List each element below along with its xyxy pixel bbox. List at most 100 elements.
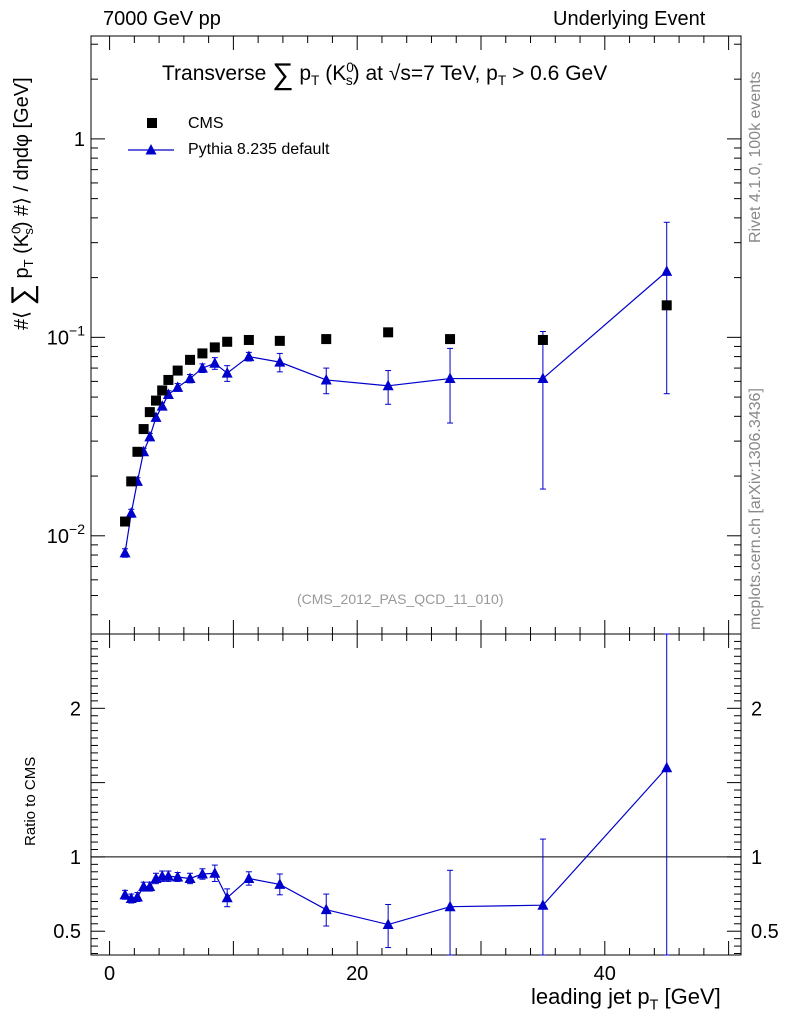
cms-point xyxy=(197,348,208,359)
y-axis-label-ratio: Ratio to CMS xyxy=(22,756,39,846)
pythia-ratio-point xyxy=(444,900,456,912)
y-label-k: (K xyxy=(11,233,33,254)
side-label-bottom: mcplots.cern.ch [arXiv:1306.3436] xyxy=(747,388,764,630)
pythia-main-point xyxy=(209,357,221,368)
title-particle: (K xyxy=(325,62,347,85)
cms-point xyxy=(321,334,332,345)
cms-point xyxy=(144,407,155,418)
y-tick-label-ratio-right: 0.5 xyxy=(751,921,779,943)
cms-point xyxy=(172,365,183,376)
pythia-main-point xyxy=(382,379,394,391)
x-axis-label: leading jet pT [GeV] xyxy=(531,984,721,1013)
title-cut: > 0.6 GeV xyxy=(512,62,608,85)
y-tick-label-ratio-right: 1 xyxy=(751,847,762,869)
x-label-sub: T xyxy=(649,997,659,1014)
y-label-k-sub: s xyxy=(21,228,36,235)
header-right: Underlying Event xyxy=(553,8,706,30)
title-prefix: Transverse xyxy=(162,62,267,85)
pythia-main-point xyxy=(144,430,156,442)
pythia-ratio-point xyxy=(243,872,255,883)
cms-point xyxy=(445,334,456,345)
cms-point xyxy=(126,476,137,487)
y-tick-label-main: 10−2 xyxy=(47,521,85,548)
axis-ticks xyxy=(91,36,741,955)
pythia-ratio-point xyxy=(162,870,174,881)
pythia-ratio-point xyxy=(209,867,221,878)
pythia-main-point xyxy=(162,388,174,400)
pythia-ratio-point xyxy=(382,918,394,930)
x-label-unit: [GeV] xyxy=(664,984,721,1009)
y-label-p: p xyxy=(11,267,33,279)
reference-label: (CMS_2012_PAS_QCD_11_010) xyxy=(297,591,504,607)
y-tick-label-ratio: 0.5 xyxy=(53,921,81,943)
cms-point xyxy=(209,342,220,353)
cms-series-main xyxy=(120,300,672,527)
x-label-main: leading jet p xyxy=(531,984,650,1009)
side-label-top: Rivet 4.1.0, 100k events xyxy=(747,71,764,243)
title-sum-symbol: ∑ xyxy=(272,58,294,91)
cms-point xyxy=(132,446,143,457)
pythia-series-main xyxy=(119,221,673,558)
axis-tick-labels: 0 20 40 10−2 10−1 1 0.5 0.5 1 1 2 2 xyxy=(47,129,779,985)
y-tick-label-ratio: 1 xyxy=(70,847,81,869)
legend xyxy=(128,118,174,155)
pythia-ratio-point xyxy=(184,872,196,883)
title-energy-sub: T xyxy=(497,73,507,89)
pythia-series-ratio xyxy=(119,633,673,956)
pythia-ratio-point xyxy=(320,903,332,915)
pythia-main-point xyxy=(537,372,549,384)
pythia-ratio-point xyxy=(144,880,156,892)
y-label-rest: ) #⟩ / dηdφ [GeV] xyxy=(11,77,33,229)
x-tick-label: 40 xyxy=(594,963,616,985)
pythia-ratio-point xyxy=(661,761,673,773)
title-p: p xyxy=(299,62,312,85)
pythia-main-point xyxy=(243,350,255,362)
cms-point xyxy=(537,334,548,345)
cms-point xyxy=(157,385,168,396)
cms-point xyxy=(138,424,149,435)
pythia-main-point xyxy=(156,400,168,411)
pythia-main-point xyxy=(274,356,286,367)
pythia-ratio-point xyxy=(537,899,549,910)
title-particle-sup: 0 xyxy=(346,60,354,75)
pythia-ratio-point xyxy=(119,888,131,900)
title-particle-close: ) xyxy=(352,62,360,85)
cms-point xyxy=(383,327,394,338)
y-tick-label-ratio-right: 2 xyxy=(751,698,762,720)
legend-cms-marker xyxy=(147,118,157,128)
cms-point xyxy=(151,395,161,406)
title-p-sub: T xyxy=(311,73,320,89)
y-tick-label-ratio: 2 xyxy=(70,698,81,720)
pythia-ratio-point xyxy=(274,878,286,889)
chart-title: Transverse ∑ pT (K0s) at √s=7 TeV, pT > … xyxy=(162,58,607,92)
pythia-main-point xyxy=(125,507,137,518)
cms-point xyxy=(222,336,233,347)
y-label-prefix: #⟨ xyxy=(11,311,33,330)
pythia-main-line xyxy=(124,270,668,553)
pythia-main-point xyxy=(150,411,162,422)
y-axis-label-main: #⟨ ∑ pT (K0s) #⟩ / dηdφ [GeV] xyxy=(6,77,40,330)
cms-point xyxy=(243,334,254,345)
legend-cms-label: CMS xyxy=(188,115,224,132)
x-tick-label: 20 xyxy=(346,963,368,985)
x-tick-label: 0 xyxy=(104,963,115,985)
cms-point xyxy=(163,374,174,385)
pythia-ratio-point xyxy=(131,891,143,902)
cms-point xyxy=(185,354,196,365)
pythia-main-point xyxy=(119,546,131,558)
pythia-main-point xyxy=(184,372,196,384)
pythia-ratio-point xyxy=(196,868,208,879)
title-energy: at √s=7 TeV, p xyxy=(365,62,498,85)
title-particle-sub: s xyxy=(345,73,353,89)
cms-point xyxy=(120,516,131,527)
y-label-sum: ∑ xyxy=(6,284,39,306)
cms-point xyxy=(661,300,672,311)
legend-pythia-marker xyxy=(145,144,157,155)
pythia-ratio-point xyxy=(221,891,233,903)
pythia-ratio-line xyxy=(124,767,668,926)
pythia-main-point xyxy=(444,372,456,384)
header-left: 7000 GeV pp xyxy=(103,8,221,30)
legend-pythia-label: Pythia 8.235 default xyxy=(188,141,330,158)
pythia-main-point xyxy=(172,381,184,392)
